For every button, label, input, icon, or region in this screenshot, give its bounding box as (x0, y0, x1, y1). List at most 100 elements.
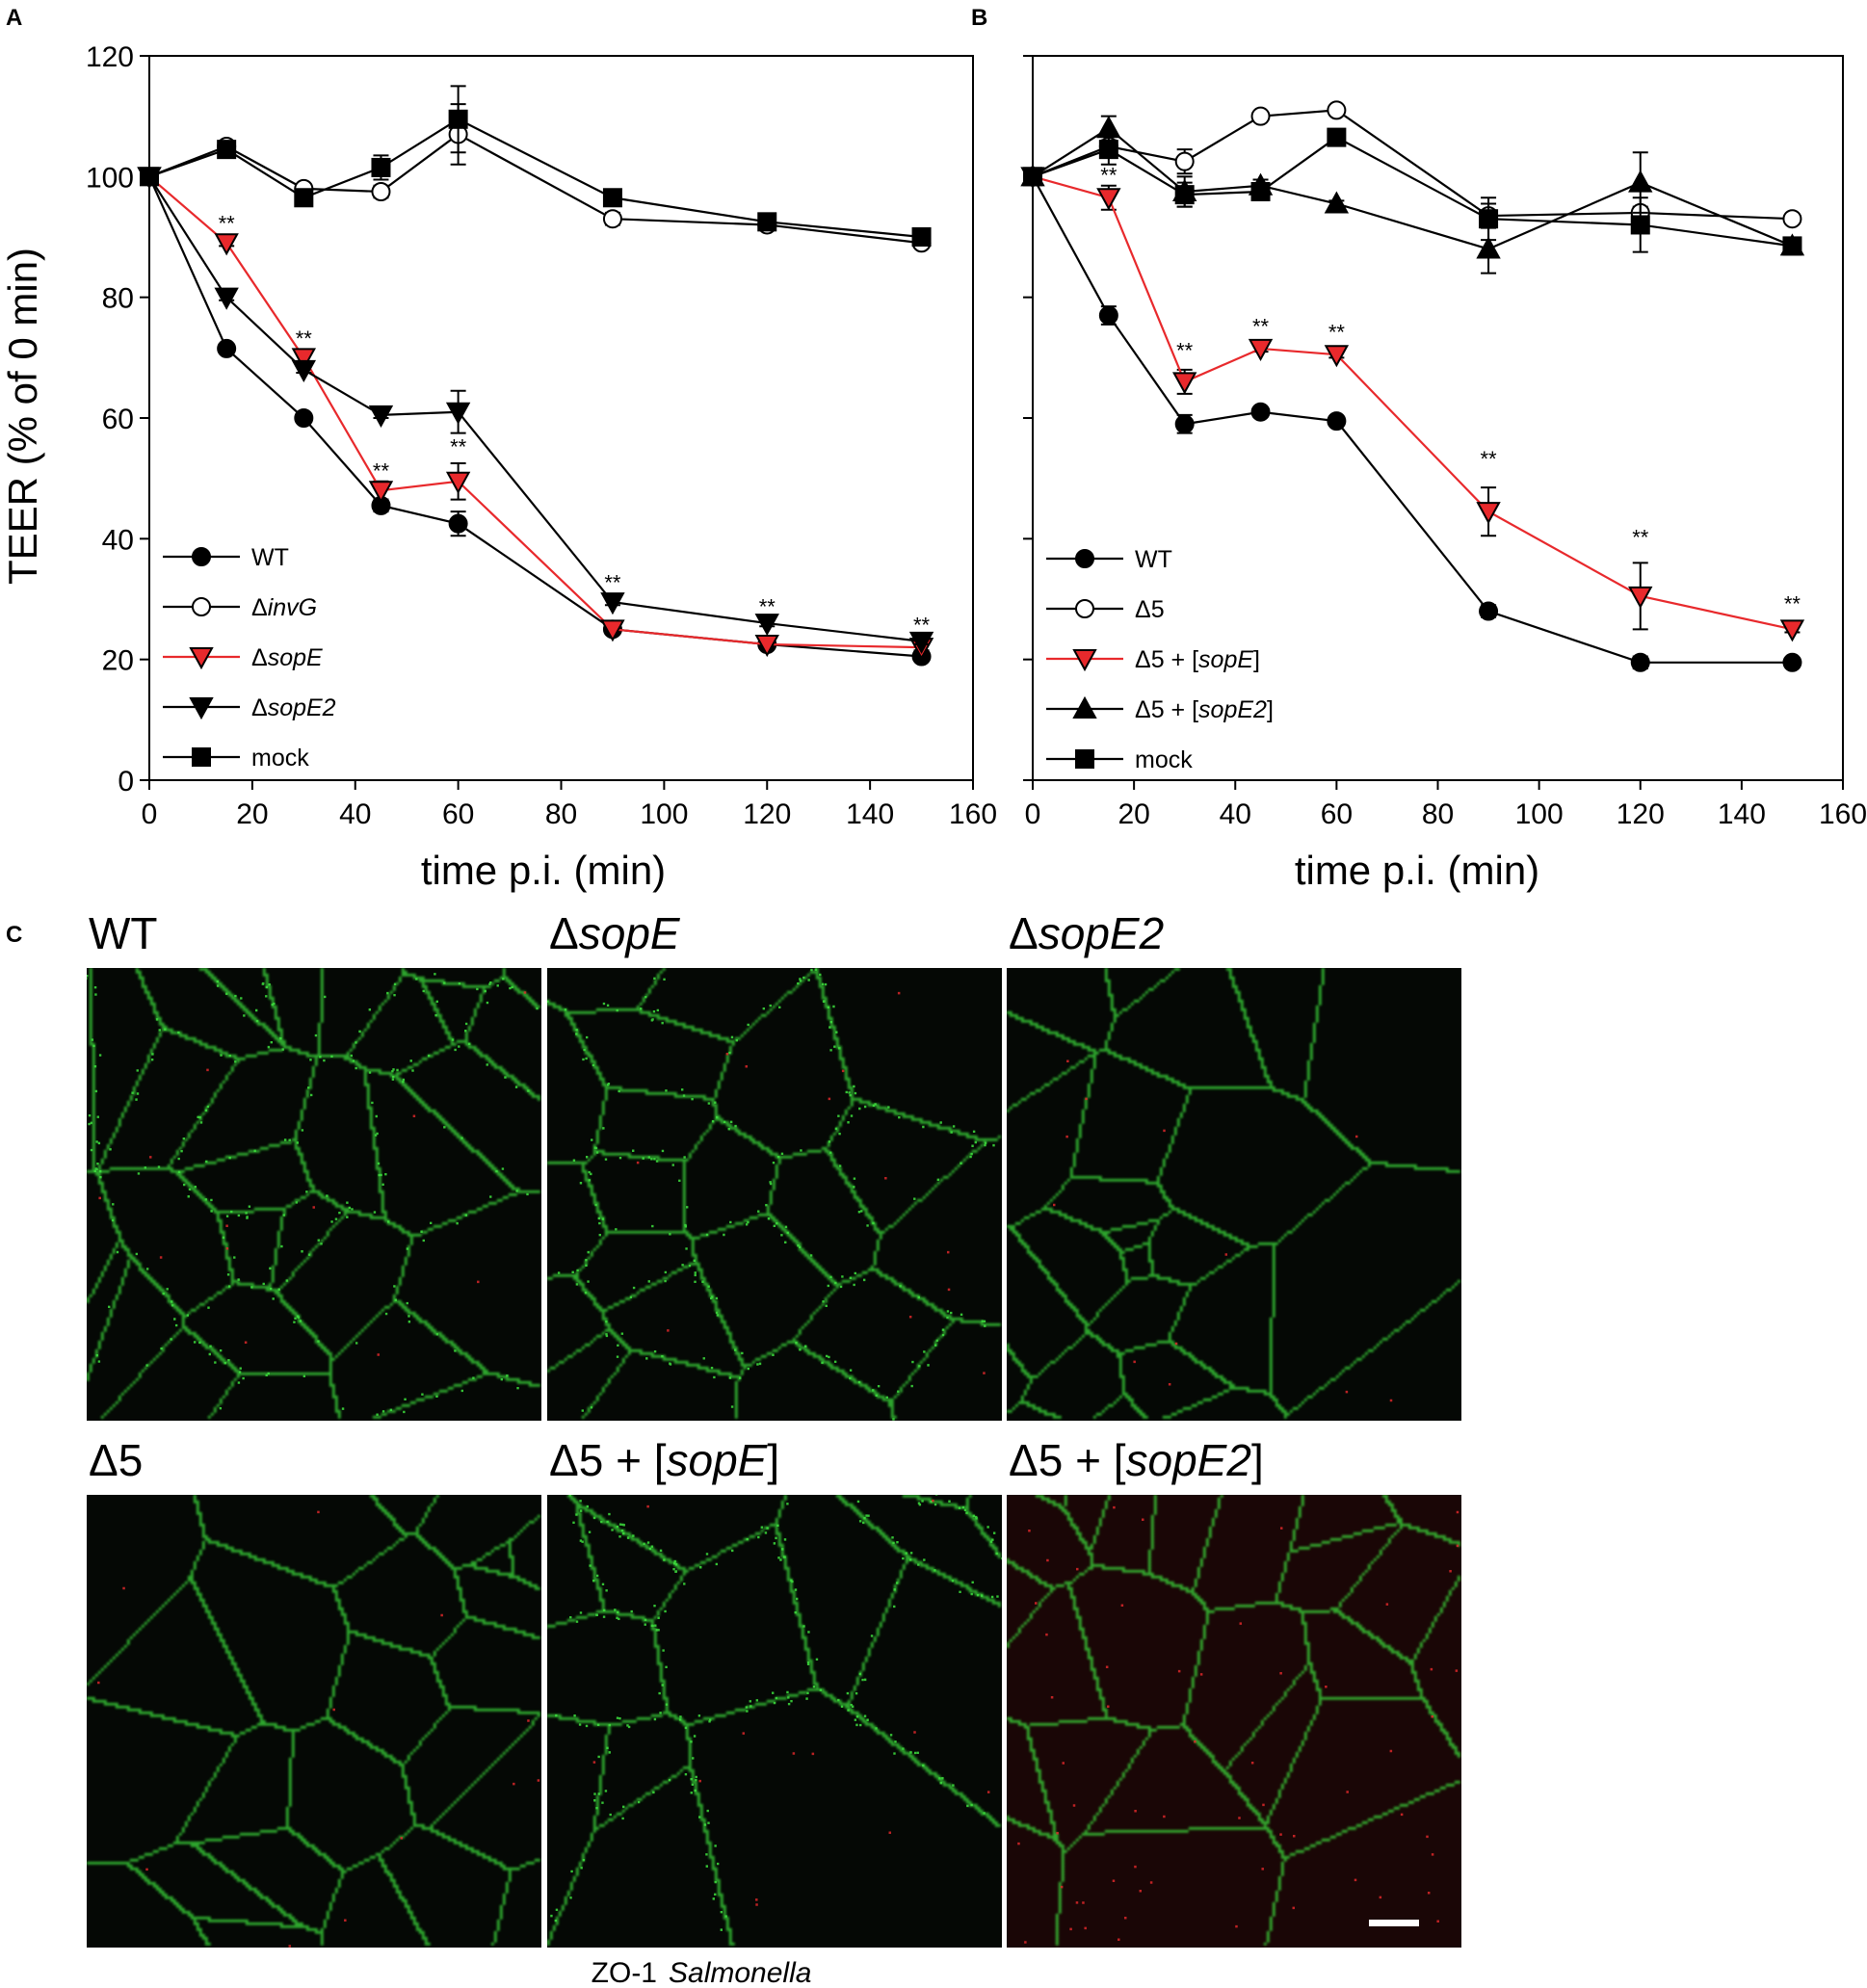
significance-annotation: ** (759, 595, 776, 619)
data-point (1324, 345, 1350, 368)
chart-b: 0 20 40 60 80 100 120 140 160 WT Δ5 Δ5 + [sopE] Δ5 +… (1020, 55, 1867, 830)
data-point (448, 109, 468, 129)
panel-label-c: C (6, 922, 22, 948)
chart-a-frame (148, 55, 974, 781)
y-tick-label: 0 (118, 766, 134, 798)
data-point (1782, 236, 1802, 256)
series-a-1 (140, 103, 932, 253)
y-tick-label: 40 (102, 524, 134, 556)
micrograph-title: WT (89, 908, 158, 958)
data-point (1174, 151, 1195, 171)
data-point (1250, 402, 1271, 422)
micrograph-image (87, 1495, 541, 1948)
series-line (1032, 136, 1793, 248)
data-point (602, 209, 622, 229)
data-point (754, 614, 779, 637)
micrograph-image (87, 968, 541, 1421)
micrograph-image (1007, 968, 1461, 1421)
chart-a-y-axis-label: TEER (% of 0 min) (0, 248, 45, 585)
micrograph-title: Δ5 + [sopE] (549, 1435, 779, 1485)
chart-a: 0 20 40 60 80 100 120 140 160 0 20 40 60 80 100 120 WT Δi… (86, 41, 997, 830)
panel-label-b: B (971, 5, 987, 31)
data-point (371, 182, 391, 201)
micrograph-title: ΔsopE2 (1009, 908, 1164, 958)
legend-marker (189, 697, 214, 720)
significance-annotation: ** (1481, 447, 1498, 471)
data-point (445, 402, 471, 425)
micrograph-sope: ΔsopE (547, 908, 1002, 1421)
significance-annotation: ** (1328, 321, 1346, 345)
data-point (368, 405, 394, 428)
series-b-4 (1023, 127, 1802, 256)
significance-annotation: ** (604, 571, 621, 595)
y-tick-label: 120 (86, 41, 134, 73)
micrograph-title: ΔsopE (549, 908, 681, 958)
data-point (214, 287, 239, 310)
micrograph-wt: WT (87, 908, 541, 1421)
series-line (1032, 175, 1793, 664)
data-point (1782, 652, 1802, 672)
data-point (291, 359, 317, 382)
series-line (147, 175, 922, 658)
micrograph-sope2: ΔsopE2 (1007, 908, 1461, 1421)
panel-label-a: A (6, 5, 22, 31)
series-line (148, 118, 922, 239)
x-tick-label: 140 (846, 798, 894, 830)
data-point (1327, 411, 1347, 432)
data-point (217, 140, 237, 160)
micrograph-grid: WT ΔsopE ΔsopE2 Δ5 Δ5 + [sopE] Δ5 + [sopE2] (87, 908, 1461, 1948)
x-tick-label: 100 (1515, 798, 1564, 830)
chart-b-x-axis-label: time p.i. (min) (1295, 848, 1539, 893)
micrograph-image (547, 1495, 1002, 1948)
significance-annotation: ** (1252, 314, 1270, 338)
series-line (1032, 126, 1793, 250)
legend-marker (1075, 549, 1094, 568)
significance-annotation: ** (450, 435, 467, 459)
y-tick-label: 60 (102, 404, 134, 435)
series-line (1032, 109, 1793, 221)
legend-marker (1075, 749, 1094, 769)
data-point (600, 592, 625, 615)
data-point (294, 408, 314, 428)
y-tick-label: 80 (102, 283, 134, 315)
significance-annotation: ** (1100, 164, 1118, 188)
series-a-0 (140, 167, 932, 667)
x-tick-label: 20 (1118, 798, 1149, 830)
chart-a-x-axis-label: time p.i. (min) (421, 848, 666, 893)
series-line (1032, 175, 1793, 631)
data-point (911, 227, 932, 247)
legend-label: WT (1135, 546, 1172, 573)
data-point (1327, 127, 1347, 147)
significance-annotation: ** (219, 212, 236, 236)
data-point (1779, 619, 1805, 642)
legend-label: ΔinvG (251, 594, 317, 621)
data-point (1479, 209, 1499, 229)
series-b-0 (1023, 167, 1802, 672)
legend-marker (189, 647, 214, 670)
x-tick-label: 100 (640, 798, 688, 830)
legend-marker (1072, 695, 1097, 719)
data-point (214, 233, 239, 256)
data-point (1174, 414, 1195, 434)
y-tick-label: 20 (102, 645, 134, 677)
data-point (291, 348, 317, 371)
legend-label: mock (1135, 746, 1193, 773)
data-point (1171, 372, 1197, 395)
x-tick-label: 60 (442, 798, 474, 830)
caption-salmonella: Salmonella (669, 1957, 811, 1988)
data-point (1098, 140, 1118, 160)
series-a-3 (137, 167, 934, 654)
data-point (140, 167, 159, 187)
legend-label: mock (251, 745, 309, 772)
micrograph-d5sope: Δ5 + [sopE] (547, 1435, 1002, 1948)
data-point (1098, 305, 1118, 326)
micrograph-caption: ZO-1 Salmonella (592, 1957, 812, 1988)
x-tick-label: 80 (545, 798, 577, 830)
data-point (368, 481, 394, 504)
data-point (448, 513, 468, 534)
data-point (1476, 502, 1501, 525)
data-point (445, 471, 471, 494)
data-point (1248, 338, 1274, 362)
x-tick-label: 60 (1321, 798, 1353, 830)
